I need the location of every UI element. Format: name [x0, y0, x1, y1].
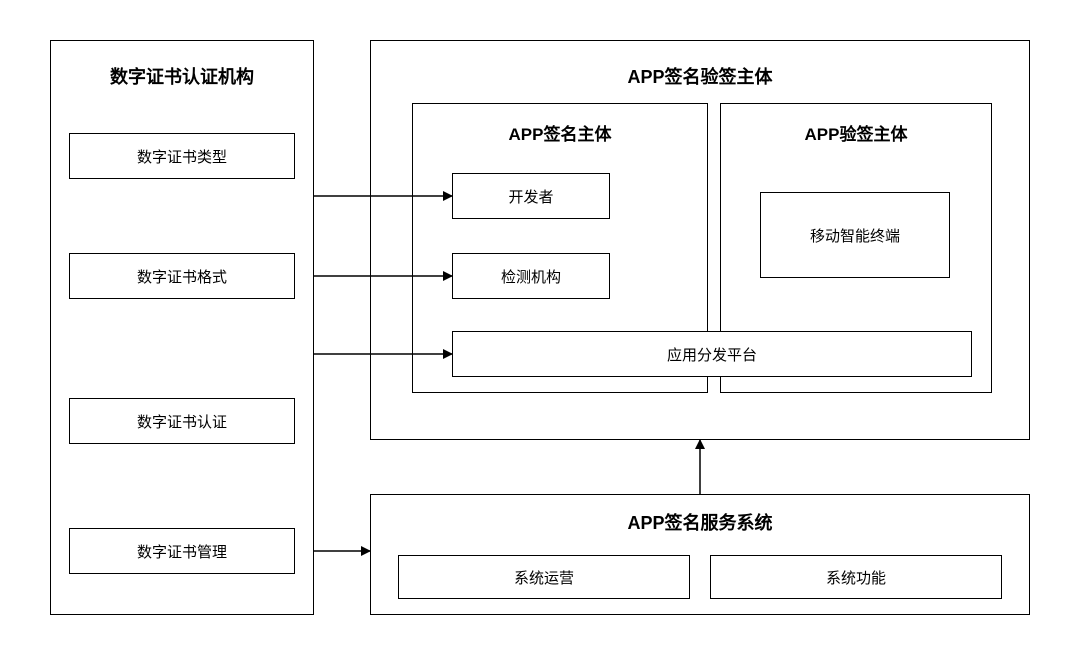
bottom-item-func: 系统功能	[710, 555, 1002, 599]
bottom-panel-title: APP签名服务系统	[371, 509, 1029, 535]
left-item-cert-manage: 数字证书管理	[69, 528, 295, 574]
dist-platform: 应用分发平台	[452, 331, 972, 377]
bottom-item-ops: 系统运营	[398, 555, 690, 599]
left-item-cert-format: 数字证书格式	[69, 253, 295, 299]
upper-right-title: APP签名验签主体	[371, 63, 1029, 89]
left-item-cert-type: 数字证书类型	[69, 133, 295, 179]
sign-item-developer: 开发者	[452, 173, 610, 219]
left-item-cert-auth: 数字证书认证	[69, 398, 295, 444]
sign-item-tester: 检测机构	[452, 253, 610, 299]
verify-panel-title: APP验签主体	[721, 120, 991, 145]
verify-item-terminal: 移动智能终端	[760, 192, 950, 278]
sign-panel-title: APP签名主体	[413, 120, 707, 145]
left-panel-title: 数字证书认证机构	[51, 63, 313, 89]
